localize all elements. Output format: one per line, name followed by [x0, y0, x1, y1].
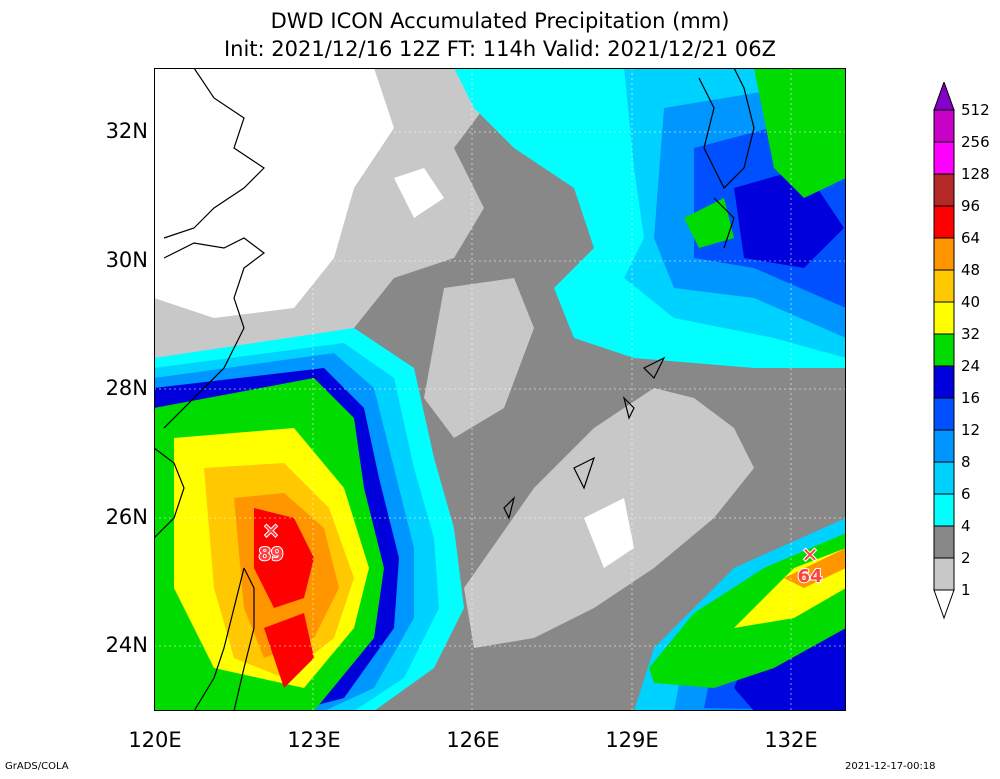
colorbar-level-label: 40 — [961, 293, 981, 311]
colorbar-box — [933, 237, 955, 271]
y-tick-label: 24N — [105, 633, 148, 657]
y-tick-label: 30N — [105, 248, 148, 272]
map-frame — [154, 68, 846, 711]
colorbar-box — [933, 205, 955, 239]
max-label-89: 89 — [258, 544, 283, 565]
x-tick-label: 126E — [446, 728, 500, 752]
coastlines — [154, 68, 755, 711]
x-tick-label: 123E — [287, 728, 341, 752]
footer-timestamp: 2021-12-17-00:18 — [845, 761, 936, 772]
colorbar-box — [933, 429, 955, 463]
colorbar-level-label: 256 — [961, 133, 990, 151]
colorbar-box — [933, 109, 955, 143]
colorbar-level-label: 1 — [961, 581, 971, 599]
colorbar-top-triangle — [933, 82, 955, 111]
colorbar-level-label: 96 — [961, 197, 981, 215]
colorbar-level-label: 8 — [961, 453, 971, 471]
colorbar-box — [933, 365, 955, 399]
max-label-64: 64 — [797, 566, 822, 587]
colorbar-level-label: 64 — [961, 229, 981, 247]
precip-field-48-64-southeast — [784, 548, 846, 588]
colorbar-box — [933, 301, 955, 335]
colorbar-level-label: 128 — [961, 165, 990, 183]
y-tick-label: 26N — [105, 505, 148, 529]
max-marker-89: ✕ 89 — [257, 518, 284, 566]
x-tick-label: 120E — [128, 728, 182, 752]
precip-field-24-32-northeast — [754, 68, 846, 198]
colorbar-level-label: 24 — [961, 357, 981, 375]
colorbar-box — [933, 333, 955, 367]
precip-field-below-1-nw — [154, 68, 394, 318]
precip-field-24-32-small — [684, 198, 734, 248]
colorbar-box — [933, 525, 955, 559]
colorbar-box — [933, 461, 955, 495]
x-tick-label: 132E — [764, 728, 818, 752]
precip-field-below-1-se — [584, 498, 634, 568]
precip-field-64-96-southwest — [254, 508, 314, 608]
grid-lines — [154, 68, 846, 711]
map-title: DWD ICON Accumulated Precipitation (mm) — [270, 9, 730, 33]
colorbar-level-label: 6 — [961, 485, 971, 503]
colorbar-box — [933, 269, 955, 303]
colorbar-level-label: 32 — [961, 325, 981, 343]
colorbar-level-label: 16 — [961, 389, 981, 407]
colorbar-box — [933, 493, 955, 527]
precip-field-16-24-northeast — [734, 168, 844, 268]
x-tick-label: 129E — [605, 728, 659, 752]
footer-credit: GrADS/COLA — [5, 761, 69, 772]
colorbar-level-label: 4 — [961, 517, 971, 535]
precipitation-map: ✕ 89 ✕ 64 — [154, 68, 846, 711]
precip-field-64-96-south — [264, 613, 314, 688]
y-tick-label: 28N — [105, 376, 148, 400]
max-marker-64: ✕ 64 — [796, 542, 823, 588]
map-subtitle: Init: 2021/12/16 12Z FT: 114h Valid: 202… — [223, 37, 777, 61]
colorbar-level-label: 48 — [961, 261, 981, 279]
precip-field-below-1-island — [394, 168, 444, 218]
colorbar — [933, 82, 955, 620]
colorbar-bottom-triangle — [933, 589, 955, 620]
colorbar-level-label: 12 — [961, 421, 981, 439]
precip-field-1-2-central — [424, 278, 534, 438]
colorbar-box — [933, 397, 955, 431]
colorbar-level-label: 2 — [961, 549, 971, 567]
svg-text:✕: ✕ — [263, 519, 280, 543]
colorbar-level-label: 512 — [961, 101, 990, 119]
colorbar-box — [933, 173, 955, 207]
colorbar-box — [933, 141, 955, 175]
svg-text:✕: ✕ — [802, 543, 819, 567]
colorbar-box — [933, 557, 955, 591]
y-tick-label: 32N — [105, 119, 148, 143]
